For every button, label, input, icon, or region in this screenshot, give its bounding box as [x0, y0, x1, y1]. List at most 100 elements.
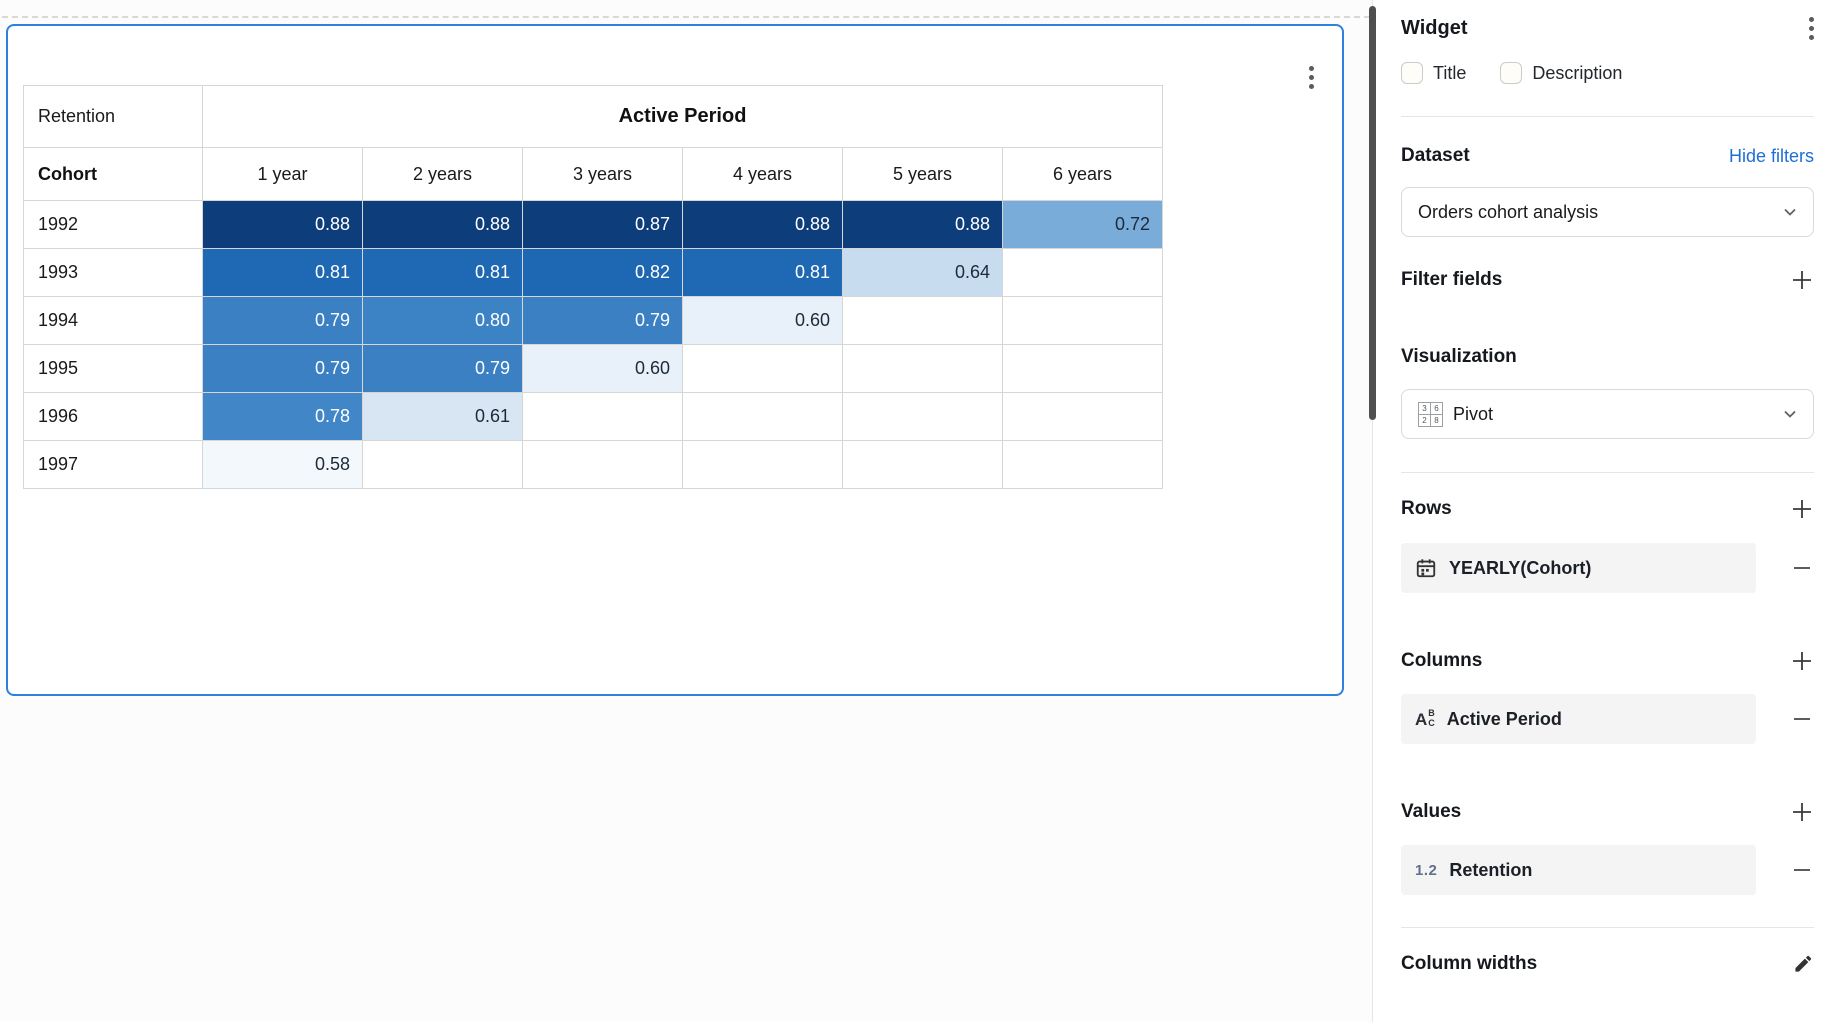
- values-section-header: Values: [1401, 797, 1814, 827]
- rows-field-item[interactable]: YEARLY(Cohort): [1401, 543, 1756, 593]
- period-column-header: 3 years: [522, 147, 683, 201]
- plus-icon: [1793, 652, 1811, 670]
- columns-field-item-row: A B C Active Period: [1401, 694, 1814, 744]
- period-column-header: 1 year: [202, 147, 363, 201]
- visualization-row: Visualization: [1401, 342, 1814, 372]
- pivot-widget-card[interactable]: Retention Active Period Cohort 1 year 2 y…: [6, 24, 1344, 696]
- retention-value-cell: 0.88: [682, 200, 843, 249]
- pivot-table: Retention Active Period Cohort 1 year 2 y…: [23, 85, 1164, 489]
- retention-value-cell: [842, 440, 1003, 489]
- retention-value-cell: [682, 440, 843, 489]
- add-column-field-button[interactable]: [1790, 649, 1814, 673]
- retention-value-cell: 0.80: [362, 296, 523, 345]
- pivot-column-header-row: Cohort 1 year 2 years 3 years 4 years 5 year…: [23, 147, 1164, 201]
- retention-value-cell: 0.60: [682, 296, 843, 345]
- description-checkbox[interactable]: Description: [1500, 62, 1622, 84]
- checkbox-icon: [1500, 62, 1523, 84]
- dataset-selected-value: Orders cohort analysis: [1418, 201, 1599, 222]
- kebab-menu-icon: [1809, 16, 1814, 40]
- dataset-select[interactable]: Orders cohort analysis: [1401, 187, 1814, 237]
- add-row-field-button[interactable]: [1790, 497, 1814, 521]
- panel-scrollbar[interactable]: [1369, 6, 1376, 420]
- remove-row-field-button[interactable]: [1790, 556, 1814, 580]
- retention-value-cell: 0.72: [1001, 200, 1164, 249]
- values-heading: Values: [1401, 801, 1462, 822]
- values-field-item[interactable]: 1.2 Retention: [1401, 845, 1756, 895]
- retention-value-cell: 0.88: [842, 200, 1003, 249]
- title-checkbox-label: Title: [1433, 62, 1467, 83]
- period-column-header: 2 years: [362, 147, 523, 201]
- retention-value-cell: 0.79: [362, 344, 523, 393]
- widget-menu-button[interactable]: [1305, 62, 1318, 93]
- columns-field-label: Active Period: [1446, 708, 1562, 729]
- pivot-group-header-row: Retention Active Period: [23, 85, 1164, 148]
- pivot-data-row: 1996 0.78 0.61: [23, 392, 1164, 441]
- retention-value-cell: 0.87: [522, 200, 683, 249]
- remove-column-field-button[interactable]: [1790, 707, 1814, 731]
- retention-value-cell: 0.88: [202, 200, 363, 249]
- hide-filters-link[interactable]: Hide filters: [1728, 145, 1814, 166]
- retention-value-cell: 0.79: [522, 296, 683, 345]
- retention-value-cell: [682, 392, 843, 441]
- plus-icon: [1793, 271, 1811, 289]
- panel-header: Widget: [1401, 10, 1814, 46]
- retention-value-cell: [1001, 392, 1164, 441]
- period-column-header: 5 years: [842, 147, 1003, 201]
- retention-value-cell: 0.79: [202, 296, 363, 345]
- pivot-data-row: 1994 0.79 0.80 0.79 0.60: [23, 296, 1164, 345]
- add-value-field-button[interactable]: [1790, 800, 1814, 824]
- retention-value-cell: [842, 344, 1003, 393]
- calendar-icon: [1416, 559, 1436, 578]
- divider: [1401, 116, 1814, 117]
- pivot-data-row: 1997 0.58: [23, 440, 1164, 489]
- filter-fields-row: Filter fields: [1401, 265, 1814, 295]
- column-widths-row: Column widths: [1401, 949, 1814, 979]
- retention-value-cell: 0.78: [202, 392, 363, 441]
- minus-icon: [1794, 567, 1810, 569]
- panel-menu-button[interactable]: [1809, 16, 1814, 40]
- text-type-icon: A B C: [1415, 708, 1435, 729]
- chevron-down-icon: [1784, 208, 1796, 216]
- add-filter-button[interactable]: [1790, 268, 1814, 292]
- cohort-year-cell: 1995: [23, 344, 203, 393]
- chevron-down-icon: [1784, 410, 1796, 418]
- rows-field-label: YEARLY(Cohort): [1449, 557, 1592, 578]
- rows-field-item-row: YEARLY(Cohort): [1401, 543, 1814, 593]
- period-column-header: 6 years: [1001, 147, 1164, 201]
- values-field-item-row: 1.2 Retention: [1401, 845, 1814, 895]
- filter-fields-heading: Filter fields: [1401, 269, 1503, 290]
- retention-value-cell: [362, 440, 523, 489]
- title-checkbox[interactable]: Title: [1401, 62, 1466, 84]
- columns-section-header: Columns: [1401, 646, 1814, 676]
- columns-field-item[interactable]: A B C Active Period: [1401, 694, 1756, 744]
- pivot-data-row: 1995 0.79 0.79 0.60: [23, 344, 1164, 393]
- row-dimension-header: Cohort: [23, 147, 203, 201]
- plus-icon: [1793, 500, 1811, 518]
- retention-value-cell: 0.61: [362, 392, 523, 441]
- retention-value-cell: 0.82: [522, 248, 683, 297]
- retention-value-cell: 0.81: [362, 248, 523, 297]
- dashboard-canvas: Retention Active Period Cohort 1 year 2 y…: [2, 16, 1370, 696]
- retention-value-cell: 0.81: [202, 248, 363, 297]
- visualization-label: Pivot: [1453, 403, 1494, 424]
- kebab-menu-icon: [1309, 66, 1314, 89]
- rows-heading: Rows: [1401, 498, 1452, 519]
- minus-icon: [1794, 869, 1810, 871]
- retention-value-cell: 0.81: [682, 248, 843, 297]
- dataset-header-row: Dataset Hide filters: [1401, 141, 1814, 171]
- panel-title: Widget: [1401, 16, 1468, 39]
- pivot-data-row: 1993 0.81 0.81 0.82 0.81 0.64: [23, 248, 1164, 297]
- remove-value-field-button[interactable]: [1790, 858, 1814, 882]
- retention-value-cell: [682, 344, 843, 393]
- columns-heading: Columns: [1401, 650, 1483, 671]
- retention-value-cell: [842, 392, 1003, 441]
- retention-value-cell: 0.88: [362, 200, 523, 249]
- rows-section-header: Rows: [1401, 494, 1814, 524]
- values-field-label: Retention: [1449, 859, 1533, 880]
- edit-column-widths-button[interactable]: [1792, 953, 1814, 975]
- retention-value-cell: [1001, 296, 1164, 345]
- cohort-year-cell: 1992: [23, 200, 203, 249]
